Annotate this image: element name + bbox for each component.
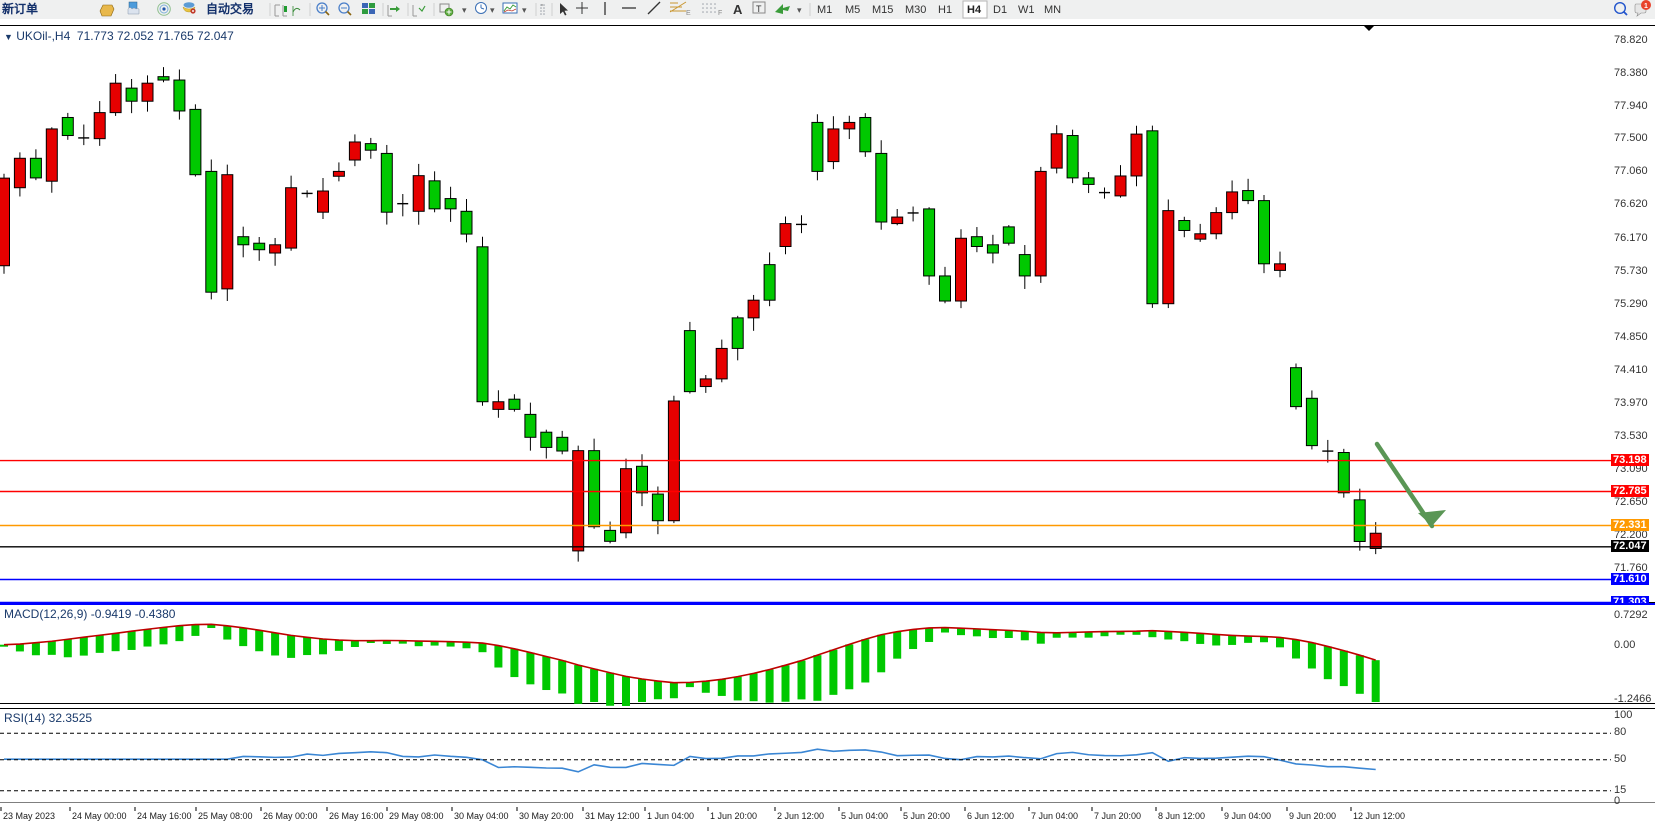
svg-text:M1: M1 bbox=[817, 4, 832, 16]
svg-text:H1: H1 bbox=[938, 4, 952, 16]
svg-text:▾: ▾ bbox=[490, 5, 495, 15]
svg-text:F: F bbox=[718, 10, 722, 17]
svg-text:▾: ▾ bbox=[797, 5, 802, 15]
svg-text:M30: M30 bbox=[905, 4, 926, 16]
svg-text:E: E bbox=[686, 10, 691, 17]
svg-text:▾: ▾ bbox=[522, 5, 527, 15]
svg-text:新订单: 新订单 bbox=[2, 1, 38, 16]
svg-text:T: T bbox=[756, 4, 762, 14]
svg-text:D1: D1 bbox=[993, 4, 1007, 16]
svg-text:自动交易: 自动交易 bbox=[206, 1, 254, 16]
svg-text:A: A bbox=[733, 2, 743, 17]
svg-text:1: 1 bbox=[1644, 3, 1648, 10]
svg-text:W1: W1 bbox=[1018, 4, 1035, 16]
svg-text:M15: M15 bbox=[872, 4, 893, 16]
svg-text:H4: H4 bbox=[967, 4, 982, 16]
svg-text:MN: MN bbox=[1044, 4, 1061, 16]
svg-text:M5: M5 bbox=[845, 4, 860, 16]
svg-text:▾: ▾ bbox=[462, 5, 467, 15]
